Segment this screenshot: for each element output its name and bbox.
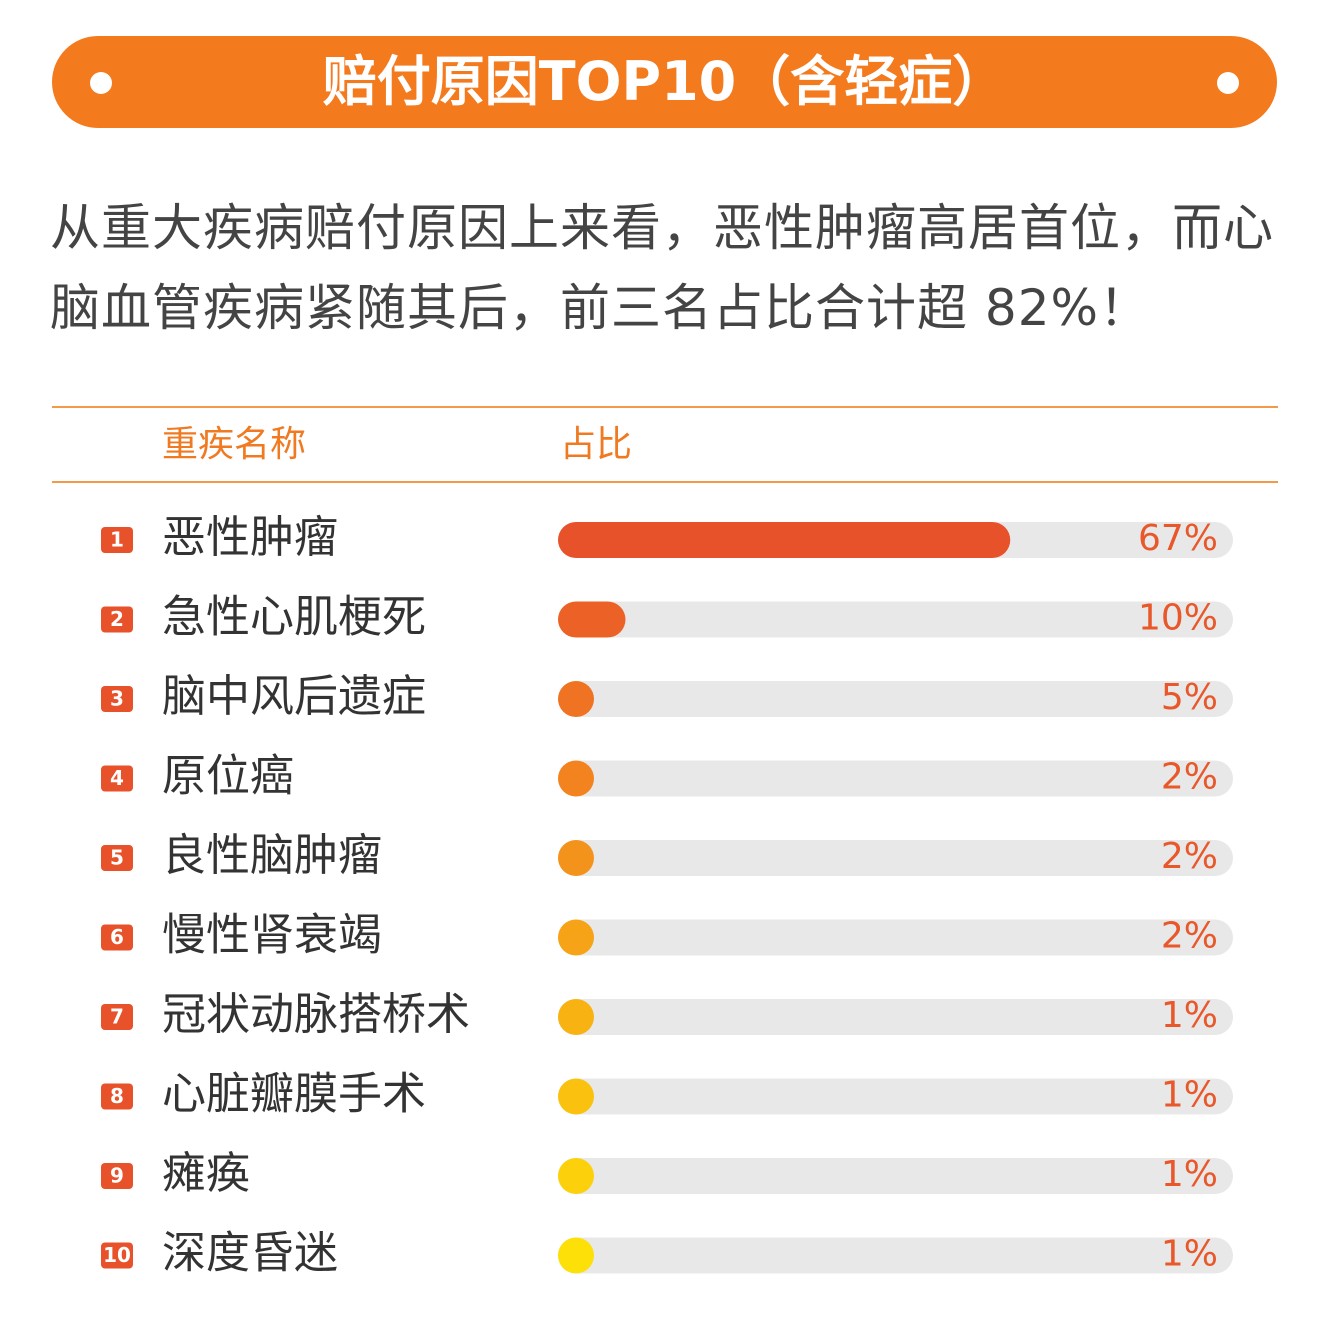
category-label: 冠状动脉搭桥术: [162, 989, 470, 1040]
description: 从重大疾病赔付原因上来看，恶性肿瘤高居首位，而心脑血管疾病紧随其后，前三名占比合…: [50, 199, 1274, 337]
rank-badge: [101, 527, 133, 553]
rank-label: 8: [110, 1084, 124, 1108]
rank-label: 4: [110, 766, 124, 790]
bar-track: [558, 1158, 1233, 1194]
bar-track: [558, 760, 1233, 797]
category-label: 深度昏迷: [162, 1228, 338, 1279]
rank-badge: [101, 1004, 133, 1030]
value-label: 67%: [1138, 518, 1218, 559]
bar-track: [558, 681, 1233, 717]
rank-badge: [101, 765, 133, 792]
category-label: 瘫痪: [162, 1148, 250, 1199]
value-label: 10%: [1138, 598, 1218, 639]
rank-label: 10: [103, 1243, 131, 1267]
bar-track: [558, 999, 1233, 1035]
category-label: 良性脑肿瘤: [162, 830, 382, 881]
rank-badge: [101, 686, 133, 712]
category-label: 慢性肾衰竭: [162, 910, 382, 961]
rank-label: 6: [110, 925, 124, 949]
rank-label: 5: [110, 846, 124, 870]
title: 赔付原因TOP10（含轻症）: [322, 50, 1007, 113]
rank-badge: [101, 924, 133, 951]
rank-label: 1: [110, 528, 124, 552]
value-label: 1%: [1161, 1234, 1218, 1275]
value-label: 1%: [1161, 995, 1218, 1036]
bar-track: [558, 1078, 1233, 1115]
category-label: 脑中风后遗症: [162, 671, 426, 722]
bar: [558, 760, 594, 797]
bar-track: [558, 919, 1233, 956]
rank-label: 2: [110, 607, 124, 631]
bar-track: [558, 840, 1233, 876]
category-label: 恶性肿瘤: [162, 512, 338, 563]
value-label: 2%: [1161, 916, 1218, 957]
bar: [558, 840, 594, 876]
column-header: 占比: [560, 424, 632, 465]
bar: [558, 919, 594, 956]
bar: [558, 999, 594, 1035]
column-header: 重疾名称: [162, 424, 306, 465]
bar: [558, 1078, 594, 1115]
banner: 赔付原因TOP10（含轻症）: [52, 36, 1277, 128]
rank-label: 9: [110, 1164, 124, 1188]
bar: [558, 1158, 594, 1194]
rank-badge: [101, 1163, 133, 1189]
value-label: 1%: [1161, 1154, 1218, 1195]
category-label: 原位癌: [162, 751, 294, 802]
bar: [558, 522, 1011, 558]
rank-badge: [101, 845, 133, 871]
rank-badge: [101, 606, 133, 633]
bar-track: [558, 601, 1233, 638]
value-label: 1%: [1161, 1075, 1218, 1116]
bar-track: [558, 1237, 1233, 1274]
dot: [90, 72, 112, 94]
category-label: 急性心肌梗死: [162, 592, 426, 643]
value-label: 2%: [1161, 836, 1218, 877]
rank-badge: [101, 1242, 133, 1269]
rank-label: 3: [110, 687, 124, 711]
dot: [1217, 72, 1239, 94]
bar: [558, 681, 594, 717]
rank-label: 7: [110, 1005, 124, 1029]
bar: [558, 601, 626, 638]
category-label: 心脏瓣膜手术: [162, 1069, 426, 1120]
value-label: 5%: [1161, 677, 1218, 718]
bar: [558, 1237, 594, 1274]
rank-badge: [101, 1083, 133, 1110]
value-label: 2%: [1161, 757, 1218, 798]
